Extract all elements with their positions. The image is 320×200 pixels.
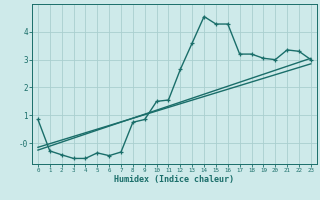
X-axis label: Humidex (Indice chaleur): Humidex (Indice chaleur) [115, 175, 234, 184]
